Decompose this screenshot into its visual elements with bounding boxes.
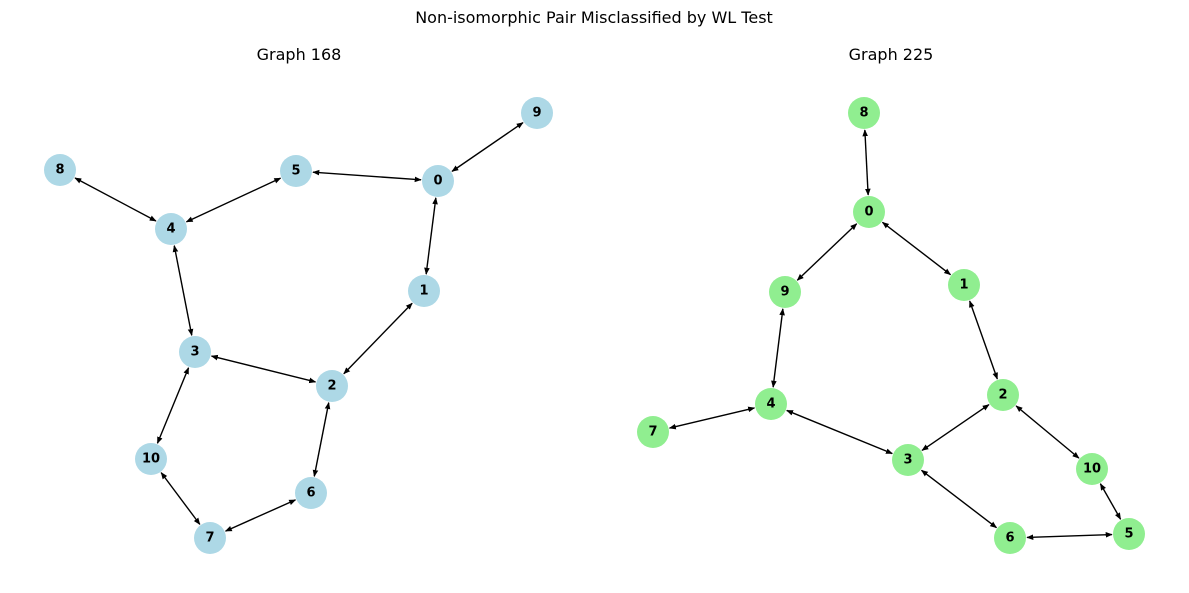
- graph-168-edge-0-1: [424, 197, 438, 275]
- graph-225-node-9: [769, 276, 801, 308]
- graph-225-node-1: [948, 269, 980, 301]
- figure-title: Non-isomorphic Pair Misclassified by WL …: [415, 8, 773, 27]
- graph-225-edge-7-4: [668, 406, 756, 430]
- graph-168: 0 1 2 3 4 5 6 7 8 9 10: [44, 97, 553, 554]
- graph-168-node-5: [280, 155, 312, 187]
- graph-225-edge-8-0: [862, 129, 871, 196]
- graph-225-edge-0-1: [881, 221, 952, 276]
- graph-168-node-label-5: 5: [291, 164, 300, 179]
- graph-168-node-label-1: 1: [419, 284, 428, 299]
- graph-168-title: Graph 168: [257, 45, 342, 64]
- graph-225-node-label-9: 9: [780, 285, 789, 300]
- graph-168-edge-7-6: [224, 499, 297, 532]
- graph-168-node-10: [135, 443, 167, 475]
- graph-168-edge-4-3: [172, 244, 194, 337]
- graph-225-node-2: [987, 379, 1019, 411]
- graph-225-edge-1-2: [969, 300, 998, 380]
- graph-225-node-7: [637, 416, 669, 448]
- graph-168-node-label-6: 6: [306, 486, 315, 501]
- graph-225-node-4: [755, 388, 787, 420]
- graph-225-node-5: [1113, 518, 1145, 550]
- graph-225-title: Graph 225: [849, 45, 934, 64]
- graph-225-node-label-7: 7: [648, 425, 657, 440]
- graph-168-node-label-4: 4: [166, 222, 175, 237]
- graph-168-edge-5-4: [185, 177, 282, 223]
- graph-225-node-label-0: 0: [864, 205, 873, 220]
- graph-168-node-6: [295, 477, 327, 509]
- graph-225-node-label-2: 2: [998, 388, 1007, 403]
- graph-168-node-label-0: 0: [433, 174, 442, 189]
- graph-168-node-3: [179, 336, 211, 368]
- graph-168-node-4: [155, 213, 187, 245]
- graph-168-edge-8-4: [74, 177, 157, 222]
- graph-168-edge-2-6: [312, 401, 331, 478]
- graph-168-edge-0-5: [312, 169, 422, 183]
- graph-225-node-10: [1076, 453, 1108, 485]
- graph-168-edge-0-9: [451, 122, 524, 172]
- graph-225-edge-2-3: [921, 404, 990, 451]
- graph-225-node-label-6: 6: [1005, 531, 1014, 546]
- graph-168-node-7: [194, 522, 226, 554]
- graph-225-node-label-8: 8: [859, 106, 868, 121]
- graph-225-edge-2-10: [1015, 405, 1080, 459]
- graph-168-node-label-9: 9: [532, 106, 541, 121]
- graph-225-edge-4-3: [786, 409, 893, 455]
- graph-225-node-label-5: 5: [1124, 527, 1133, 542]
- graph-225-edge-6-5: [1026, 531, 1113, 541]
- graph-225-node-6: [994, 522, 1026, 554]
- graph-168-node-2: [316, 370, 348, 402]
- graph-225-edge-9-4: [771, 308, 785, 388]
- graph-225-edge-10-5: [1099, 483, 1122, 520]
- graph-225-node-label-3: 3: [903, 453, 912, 468]
- graph-168-node-label-8: 8: [55, 163, 64, 178]
- graph-168-node-1: [408, 275, 440, 307]
- graph-168-node-label-10: 10: [142, 452, 160, 467]
- graph-168-node-8: [44, 154, 76, 186]
- graph-168-edge-10-7: [160, 472, 201, 525]
- graph-168-edge-3-2: [210, 354, 317, 384]
- graph-225-node-label-4: 4: [766, 397, 775, 412]
- graph-168-node-label-2: 2: [327, 379, 336, 394]
- graph-168-edge-3-10: [156, 367, 190, 444]
- graph-225-node-3: [892, 444, 924, 476]
- graph-168-node-label-7: 7: [205, 531, 214, 546]
- graph-225-node-8: [848, 97, 880, 129]
- graph-168-node-9: [521, 97, 553, 129]
- graph-225-node-0: [853, 196, 885, 228]
- graph-168-node-0: [422, 165, 454, 197]
- graph-225-node-label-1: 1: [959, 278, 968, 293]
- graph-225: 0 1 2 3 4 5 6 7 8 9 10: [637, 97, 1145, 554]
- graph-225-node-label-10: 10: [1083, 462, 1101, 477]
- graph-168-node-label-3: 3: [190, 345, 199, 360]
- graph-168-edge-1-2: [343, 302, 413, 375]
- graph-225-edge-3-6: [920, 469, 998, 529]
- graph-225-edge-0-9: [796, 223, 858, 281]
